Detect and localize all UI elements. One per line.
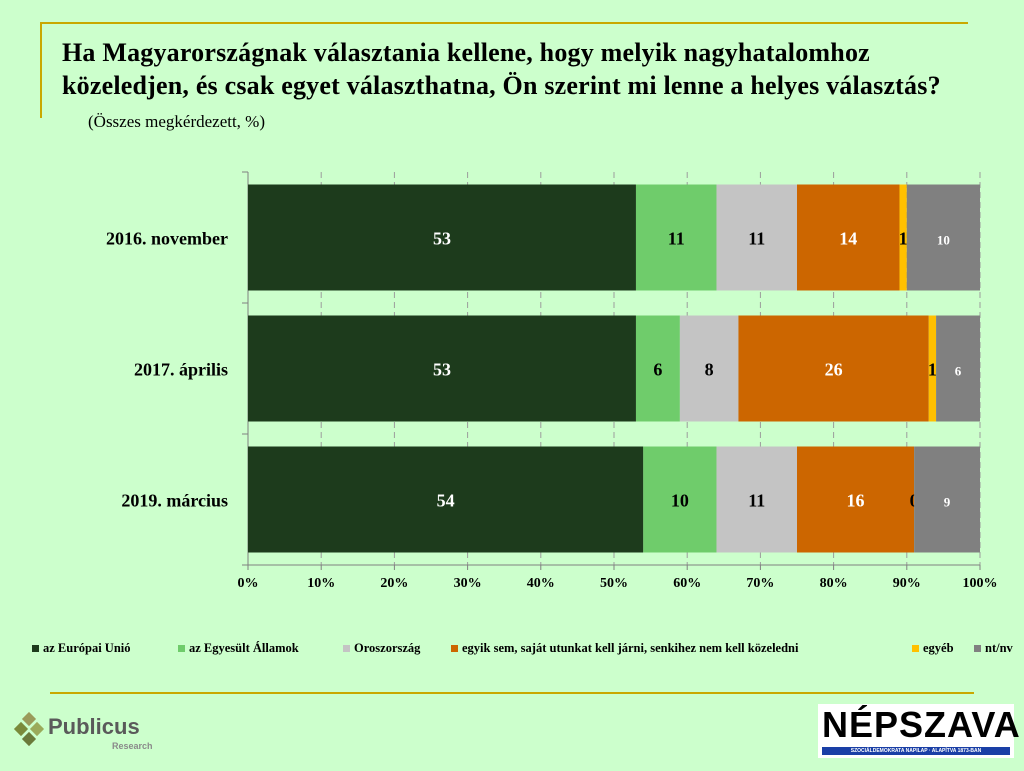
legend-label: Oroszország (354, 641, 421, 655)
x-tick-label: 10% (307, 576, 335, 591)
legend-item: nt/nv (974, 641, 1013, 656)
legend-label: nt/nv (985, 641, 1013, 655)
data-label: 14 (839, 229, 857, 249)
legend-swatch (178, 645, 185, 652)
bar-segment (643, 446, 717, 553)
x-tick-label: 30% (454, 576, 482, 591)
left-rule (40, 22, 42, 118)
bar-segment (738, 315, 929, 422)
legend-swatch (32, 645, 39, 652)
category-label: 2019. március (121, 491, 228, 511)
legend-item: az Európai Unió (32, 641, 131, 656)
bar-segment (635, 315, 680, 422)
data-label: 11 (748, 229, 765, 249)
nepszava-logo-word: NÉPSZAVA (822, 704, 1021, 745)
data-label: 1 (928, 360, 937, 380)
data-label: 10 (937, 233, 950, 248)
publicus-logo-tag: Research (112, 741, 153, 751)
legend-item: egyéb (912, 641, 954, 656)
data-label: 6 (955, 364, 962, 379)
publicus-logo: Publicus Research (12, 708, 162, 758)
bar-segment (248, 315, 636, 422)
data-label: 9 (944, 495, 951, 510)
data-label: 53 (433, 360, 451, 380)
legend-swatch (343, 645, 350, 652)
legend-item: Oroszország (343, 641, 420, 656)
x-tick-label: 80% (820, 576, 848, 591)
data-label: 11 (748, 491, 765, 511)
data-label: 26 (825, 360, 843, 380)
data-label: 10 (671, 491, 689, 511)
bar-segment (679, 315, 739, 422)
x-tick-label: 40% (527, 576, 555, 591)
publicus-logo-word: Publicus (48, 714, 140, 739)
chart-title-main: Ha Magyarországnak választania kellene, … (62, 38, 941, 100)
bar-segment (928, 315, 937, 422)
x-tick-label: 0% (238, 576, 259, 591)
nepszava-logo-band: SZOCIÁLDEMOKRATA NAPILAP · ALAPÍTVA 1873… (822, 747, 1010, 755)
legend-label: az Egyesült Államok (189, 641, 299, 655)
data-label: 54 (437, 491, 455, 511)
chart-subtitle: (Összes megkérdezett, %) (88, 112, 266, 131)
bar-segment (248, 184, 636, 291)
legend-label: egyéb (923, 641, 954, 655)
legend-item: egyik sem, saját utunkat kell járni, sen… (451, 641, 798, 656)
data-label: 11 (668, 229, 685, 249)
bar-segment (914, 446, 980, 553)
data-label: 6 (653, 360, 662, 380)
bar-segment (716, 184, 797, 291)
x-tick-label: 100% (963, 576, 998, 591)
data-label: 8 (705, 360, 714, 380)
x-tick-label: 60% (673, 576, 701, 591)
publicus-diamond-icon (13, 712, 45, 747)
bar-segment (936, 315, 980, 422)
legend-swatch (912, 645, 919, 652)
bottom-rule (50, 692, 974, 694)
bar-segment (797, 184, 900, 291)
data-label: 1 (899, 229, 908, 249)
data-label: 16 (847, 491, 865, 511)
nepszava-logo: NÉPSZAVA SZOCIÁLDEMOKRATA NAPILAP · ALAP… (818, 704, 1020, 758)
x-tick-label: 20% (380, 576, 408, 591)
x-tick-label: 50% (600, 576, 628, 591)
bar-segment (899, 184, 907, 291)
bar-segment (248, 446, 644, 553)
legend-swatch (974, 645, 981, 652)
legend-label: az Európai Unió (43, 641, 131, 655)
bar-segment (716, 446, 797, 553)
category-label: 2017. április (134, 360, 228, 380)
top-rule (40, 22, 968, 24)
bar-segment (635, 184, 717, 291)
legend-item: az Egyesült Államok (178, 641, 299, 656)
x-tick-label: 90% (893, 576, 921, 591)
chart-title: Ha Magyarországnak választania kellene, … (62, 36, 962, 138)
legend-label: egyik sem, saját utunkat kell járni, sen… (462, 641, 799, 655)
legend-swatch (451, 645, 458, 652)
chart-legend: az Európai Unió az Egyesült Államok Oroszo… (12, 641, 1013, 661)
category-label: 2016. november (106, 229, 228, 249)
nepszava-logo-band-text: SZOCIÁLDEMOKRATA NAPILAP · ALAPÍTVA 1873… (850, 748, 982, 754)
bar-segment (906, 184, 980, 291)
bar-segment (797, 446, 915, 553)
data-label: 53 (433, 229, 451, 249)
x-tick-label: 70% (746, 576, 774, 591)
